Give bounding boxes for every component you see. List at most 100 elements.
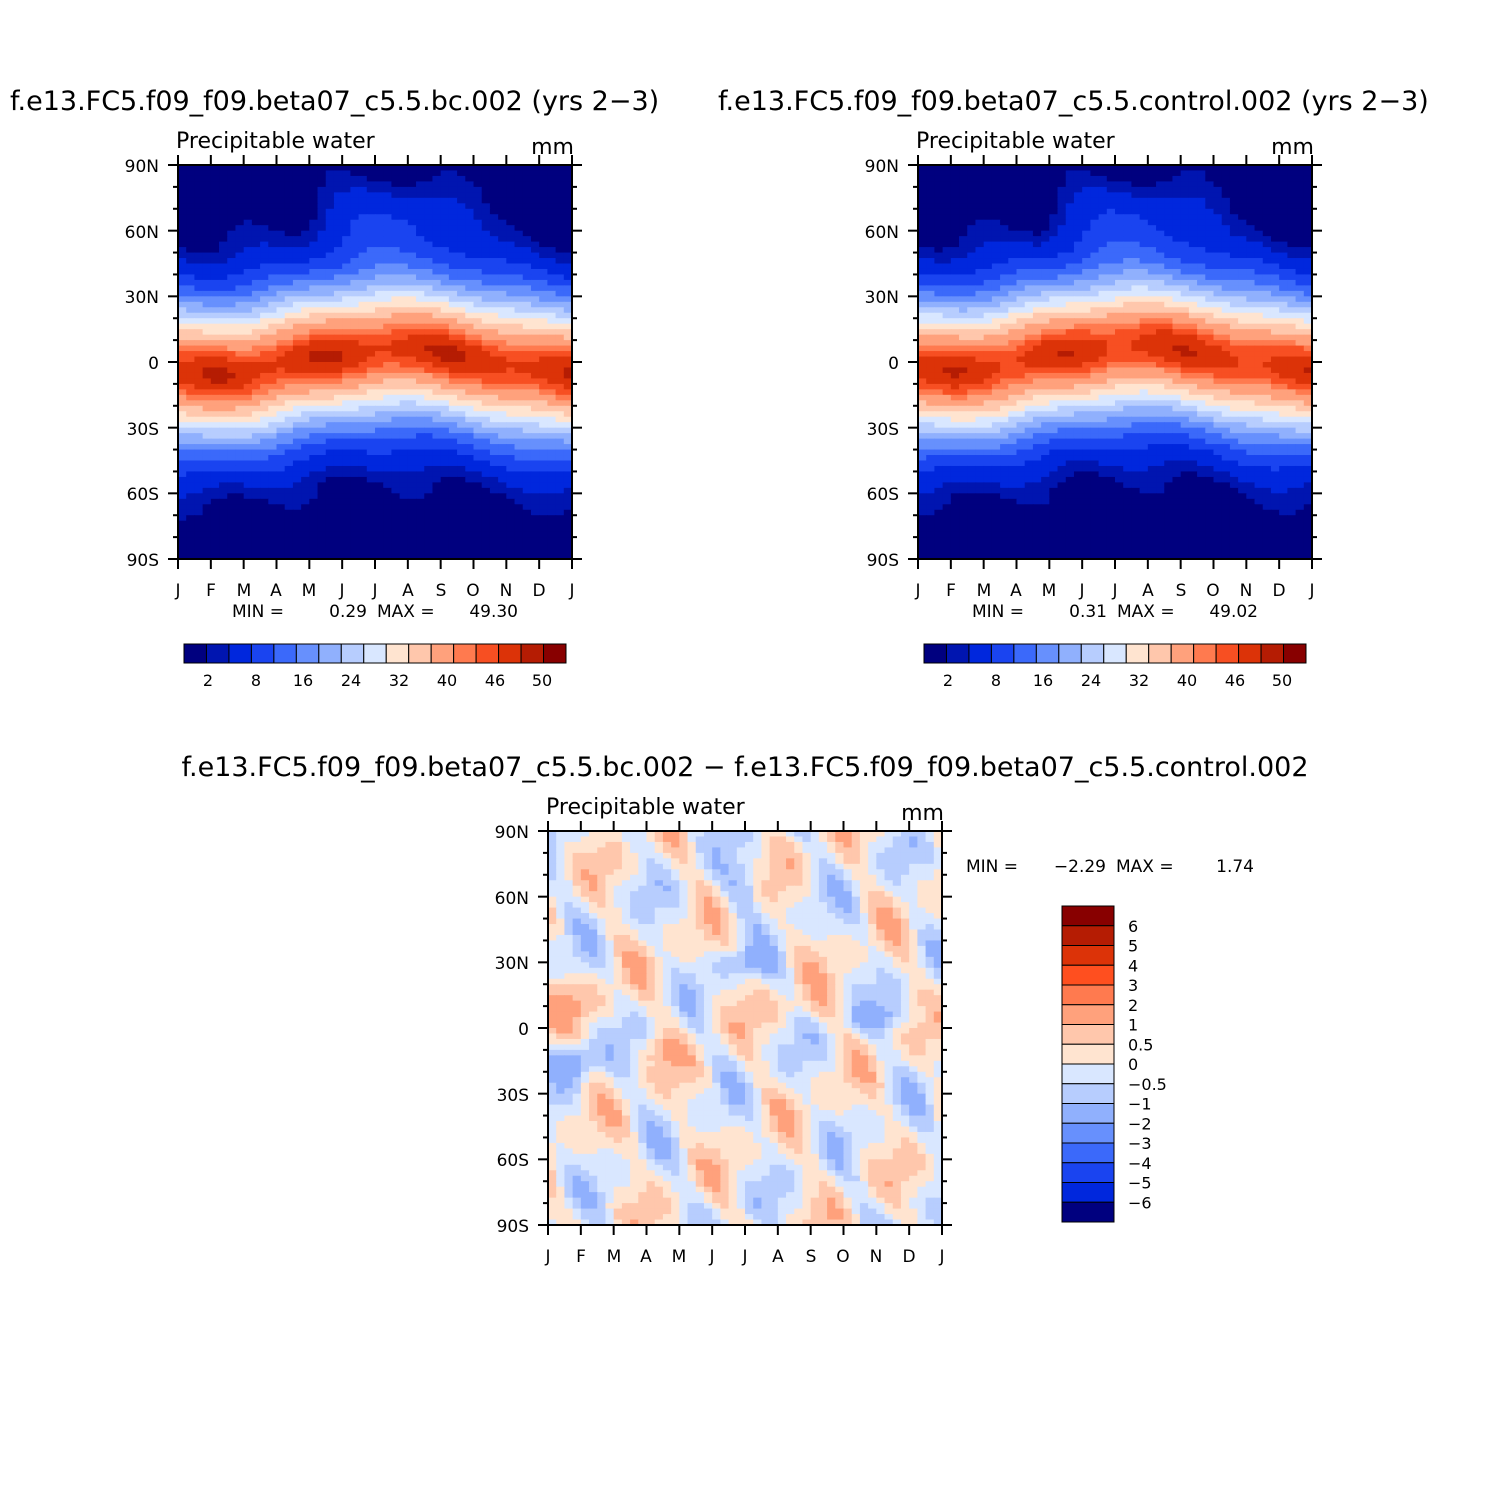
contour-cell <box>243 247 253 254</box>
contour-cell <box>260 460 269 467</box>
contour-cell <box>457 493 466 500</box>
contour-cell <box>284 471 294 478</box>
contour-cell <box>1221 230 1231 237</box>
contour-cell <box>301 509 310 516</box>
contour-cell <box>448 296 458 303</box>
panel-control-title: f.e13.FC5.f09_f09.beta07_c5.5.control.00… <box>718 86 1429 117</box>
contour-cell <box>555 438 565 445</box>
contour-cell <box>383 285 393 292</box>
contour-cell <box>1008 175 1018 183</box>
contour-cell <box>530 531 540 538</box>
contour-cell <box>563 537 573 544</box>
contour-cell <box>547 258 557 265</box>
contour-cell <box>498 400 507 407</box>
contour-cell <box>1131 186 1141 193</box>
contour-cell <box>276 438 286 445</box>
contour-cell <box>1008 318 1018 325</box>
contour-cell <box>448 367 458 374</box>
contour-cell <box>260 263 269 270</box>
contour-cell <box>448 460 458 467</box>
contour-cell <box>309 460 319 467</box>
contour-cell <box>1303 236 1313 243</box>
contour-cell <box>1008 219 1018 226</box>
contour-cell <box>1279 247 1288 254</box>
contour-cell <box>366 181 376 188</box>
contour-cell <box>260 296 269 303</box>
contour-cell <box>276 312 286 319</box>
contour-cell <box>1008 263 1018 270</box>
contour-cell <box>975 296 985 303</box>
contour-cell <box>473 449 483 456</box>
contour-cell <box>498 208 507 215</box>
contour-cell <box>366 455 376 462</box>
contour-cell <box>243 307 253 314</box>
contour-cell <box>186 422 196 429</box>
contour-cell <box>1221 165 1231 172</box>
contour-cell <box>1156 181 1165 188</box>
panel-bc-xlabel-sep: S <box>436 581 447 601</box>
colorbar-swatch <box>520 643 545 664</box>
contour-cell <box>1254 296 1264 303</box>
contour-cell <box>926 285 936 292</box>
contour-cell <box>284 372 294 380</box>
contour-cell <box>1254 175 1264 183</box>
contour-cell <box>383 362 393 369</box>
contour-cell <box>1164 203 1174 210</box>
contour-cell <box>1197 236 1206 243</box>
contour-cell <box>276 219 286 226</box>
contour-cell <box>301 236 310 243</box>
contour-cell <box>1115 258 1124 265</box>
contour-cell <box>186 274 196 281</box>
contour-cell <box>178 433 187 440</box>
contour-cell <box>317 383 327 390</box>
contour-cell <box>1188 279 1198 286</box>
contour-cell <box>448 258 458 265</box>
contour-cell <box>506 301 516 308</box>
contour-cell <box>325 411 335 418</box>
contour-cell <box>1254 236 1264 243</box>
contour-cell <box>284 247 294 254</box>
contour-cell <box>268 449 278 456</box>
contour-cell <box>317 329 327 336</box>
contour-cell <box>383 504 393 511</box>
contour-cell <box>1262 181 1272 188</box>
contour-cell <box>1049 236 1059 243</box>
contour-cell <box>489 482 499 489</box>
contour-cell <box>292 219 302 226</box>
contour-cell <box>342 438 351 445</box>
contour-cell <box>448 427 458 434</box>
contour-cell <box>530 323 540 330</box>
contour-cell <box>489 318 499 325</box>
contour-cell <box>186 241 196 248</box>
contour-cell <box>1229 307 1239 314</box>
contour-cell <box>235 197 245 204</box>
contour-cell <box>407 258 417 265</box>
contour-cell <box>251 449 261 456</box>
contour-cell <box>991 301 1001 308</box>
contour-cell <box>1090 263 1100 270</box>
panel-bc-units: mm <box>531 135 574 160</box>
contour-cell <box>333 258 343 265</box>
contour-cell <box>227 329 237 336</box>
contour-cell <box>457 465 466 473</box>
contour-cell <box>539 225 548 232</box>
contour-cell <box>358 515 368 522</box>
contour-cell <box>407 416 417 423</box>
contour-cell <box>1106 181 1116 188</box>
contour-cell <box>1270 252 1280 259</box>
contour-cell <box>489 208 499 215</box>
contour-cell <box>1197 312 1206 319</box>
contour-cell <box>1090 214 1100 221</box>
contour-cell <box>178 181 187 188</box>
contour-cell <box>276 465 286 473</box>
contour-cell <box>1090 274 1100 281</box>
contour-cell <box>1303 186 1313 193</box>
contour-cell <box>1123 279 1133 286</box>
contour-cell <box>1032 170 1042 177</box>
contour-cell <box>399 455 409 462</box>
contour-cell <box>959 323 968 330</box>
contour-cell <box>260 214 269 221</box>
contour-cell <box>243 367 253 374</box>
contour-cell <box>555 362 565 369</box>
contour-cell <box>547 449 557 456</box>
